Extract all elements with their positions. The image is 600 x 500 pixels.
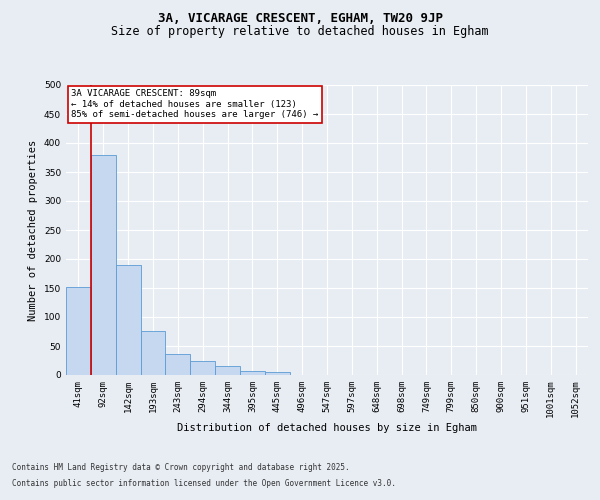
- Bar: [190, 360, 215, 375]
- Bar: [265, 372, 290, 375]
- Bar: [140, 331, 166, 375]
- Bar: [166, 354, 190, 375]
- Bar: [240, 371, 265, 375]
- Bar: [116, 265, 140, 375]
- X-axis label: Distribution of detached houses by size in Egham: Distribution of detached houses by size …: [177, 423, 477, 433]
- Bar: [66, 287, 91, 375]
- Text: Size of property relative to detached houses in Egham: Size of property relative to detached ho…: [111, 25, 489, 38]
- Text: Contains HM Land Registry data © Crown copyright and database right 2025.: Contains HM Land Registry data © Crown c…: [12, 464, 350, 472]
- Text: Contains public sector information licensed under the Open Government Licence v3: Contains public sector information licen…: [12, 478, 396, 488]
- Text: 3A, VICARAGE CRESCENT, EGHAM, TW20 9JP: 3A, VICARAGE CRESCENT, EGHAM, TW20 9JP: [157, 12, 443, 26]
- Y-axis label: Number of detached properties: Number of detached properties: [28, 140, 38, 320]
- Bar: [215, 366, 240, 375]
- Bar: [91, 154, 116, 375]
- Text: 3A VICARAGE CRESCENT: 89sqm
← 14% of detached houses are smaller (123)
85% of se: 3A VICARAGE CRESCENT: 89sqm ← 14% of det…: [71, 90, 319, 119]
